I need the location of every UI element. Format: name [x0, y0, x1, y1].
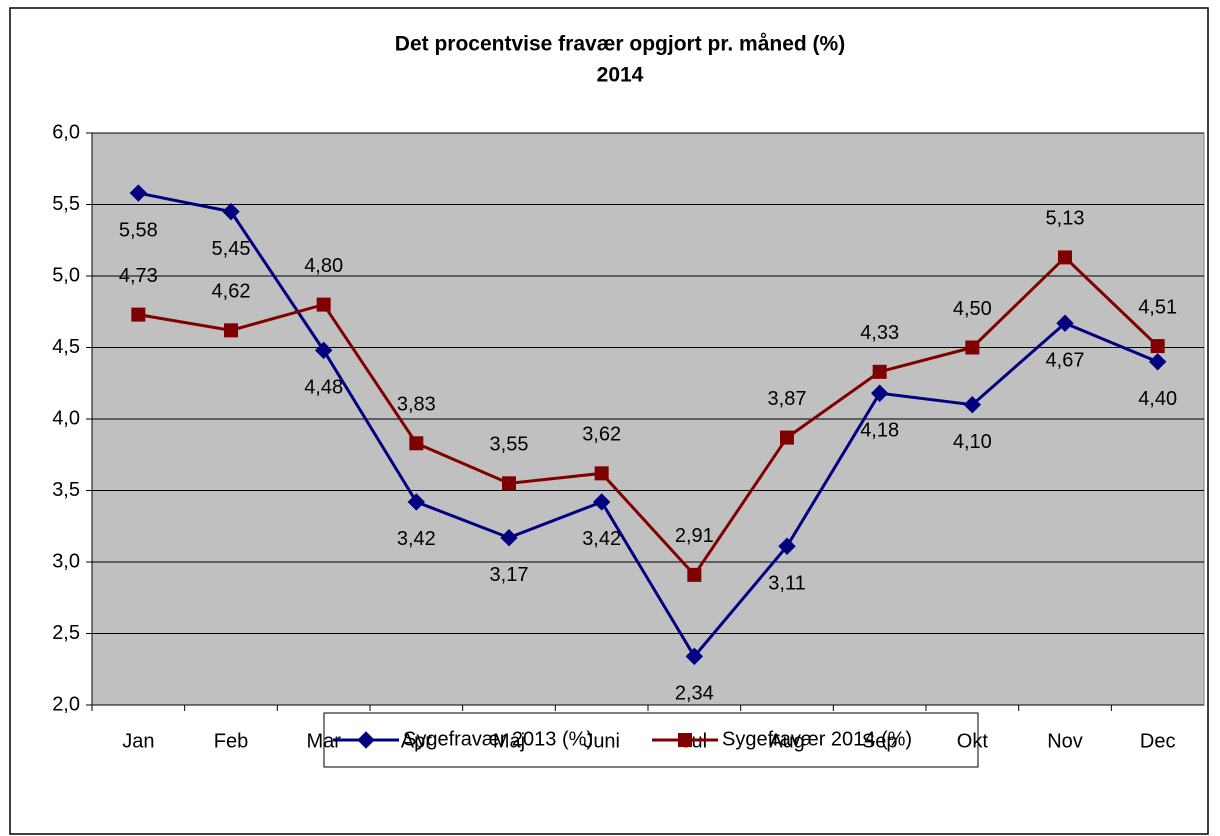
legend: [323, 712, 979, 768]
data-label: 4,18: [860, 420, 899, 442]
x-tick-label: Nov: [1047, 730, 1083, 752]
data-point: [131, 307, 146, 322]
data-label: 4,10: [953, 431, 992, 453]
y-tick-label: 3,0: [52, 550, 80, 572]
data-point: [965, 340, 980, 355]
data-label: 4,33: [860, 322, 899, 344]
y-tick-label: 6,0: [52, 121, 80, 143]
data-label: 3,87: [768, 388, 807, 410]
y-tick-label: 2,5: [52, 622, 80, 644]
data-label: 4,67: [1046, 349, 1085, 371]
data-label: 4,48: [304, 377, 343, 399]
legend-marker: [678, 733, 692, 747]
data-point: [592, 493, 611, 511]
data-label: 4,80: [304, 255, 343, 277]
data-label: 3,55: [490, 434, 529, 456]
chart-subtitle: 2014: [597, 64, 644, 87]
data-point: [780, 430, 794, 445]
data-point: [1058, 250, 1072, 265]
data-label: 4,50: [953, 298, 992, 320]
y-tick-label: 5,0: [52, 264, 80, 286]
x-tick-label: Sep: [862, 730, 898, 752]
data-point: [222, 202, 240, 221]
data-label: 4,40: [1138, 388, 1177, 410]
data-label: 3,42: [582, 528, 621, 550]
x-tick-label: Feb: [214, 730, 248, 752]
legend-marker: [357, 731, 375, 749]
data-point: [870, 384, 889, 402]
data-point: [778, 537, 796, 555]
data-label: 5,45: [212, 238, 251, 260]
legend-label: Sygefravær 2013 (%): [403, 728, 593, 750]
data-point: [316, 297, 331, 312]
x-tick-label: Mar: [306, 730, 341, 752]
legend-label: Sygefravær 2014 (%): [722, 728, 912, 750]
data-point: [407, 493, 426, 511]
x-tick-label: Dec: [1140, 730, 1176, 752]
data-point: [963, 395, 982, 414]
y-tick-label: 3,5: [52, 479, 80, 501]
data-point: [1148, 353, 1167, 371]
data-point: [872, 364, 887, 379]
data-label: 3,42: [397, 528, 436, 550]
data-label: 3,62: [582, 424, 621, 446]
data-label: 2,91: [675, 525, 714, 547]
x-tick-label: Aug: [769, 730, 805, 752]
data-point: [500, 528, 518, 547]
x-tick-label: Okt: [957, 730, 989, 752]
data-point: [1150, 339, 1165, 354]
series-line: [138, 191, 1159, 659]
y-tick-label: 4,5: [52, 336, 80, 358]
x-tick-label: Juni: [583, 730, 620, 752]
data-point: [687, 567, 702, 582]
data-point: [1056, 314, 1074, 332]
data-label: 5,13: [1046, 208, 1085, 230]
data-label: 4,62: [212, 281, 251, 303]
data-label: 3,17: [490, 564, 529, 586]
x-tick-label: Apr: [401, 730, 432, 752]
data-label: 4,73: [119, 265, 158, 287]
x-tick-label: Maj: [493, 730, 525, 752]
data-point: [685, 647, 704, 666]
data-point: [129, 184, 148, 202]
data-point: [502, 476, 516, 491]
data-point: [594, 466, 609, 481]
data-label: 5,58: [119, 219, 158, 241]
data-label: 4,51: [1138, 296, 1177, 318]
series-line: [138, 255, 1159, 578]
data-label: 3,83: [397, 394, 436, 416]
data-point: [314, 341, 333, 360]
y-tick-label: 2,0: [52, 693, 80, 715]
data-label: 3,11: [768, 573, 805, 595]
chart-title: Det procentvise fravær opgjort pr. måned…: [395, 33, 845, 56]
y-tick-label: 5,5: [52, 193, 80, 215]
data-label: 2,34: [675, 683, 714, 705]
x-tick-label: Jan: [122, 730, 154, 752]
data-point: [409, 436, 424, 451]
data-point: [224, 323, 238, 338]
y-tick-label: 4,0: [52, 407, 80, 429]
